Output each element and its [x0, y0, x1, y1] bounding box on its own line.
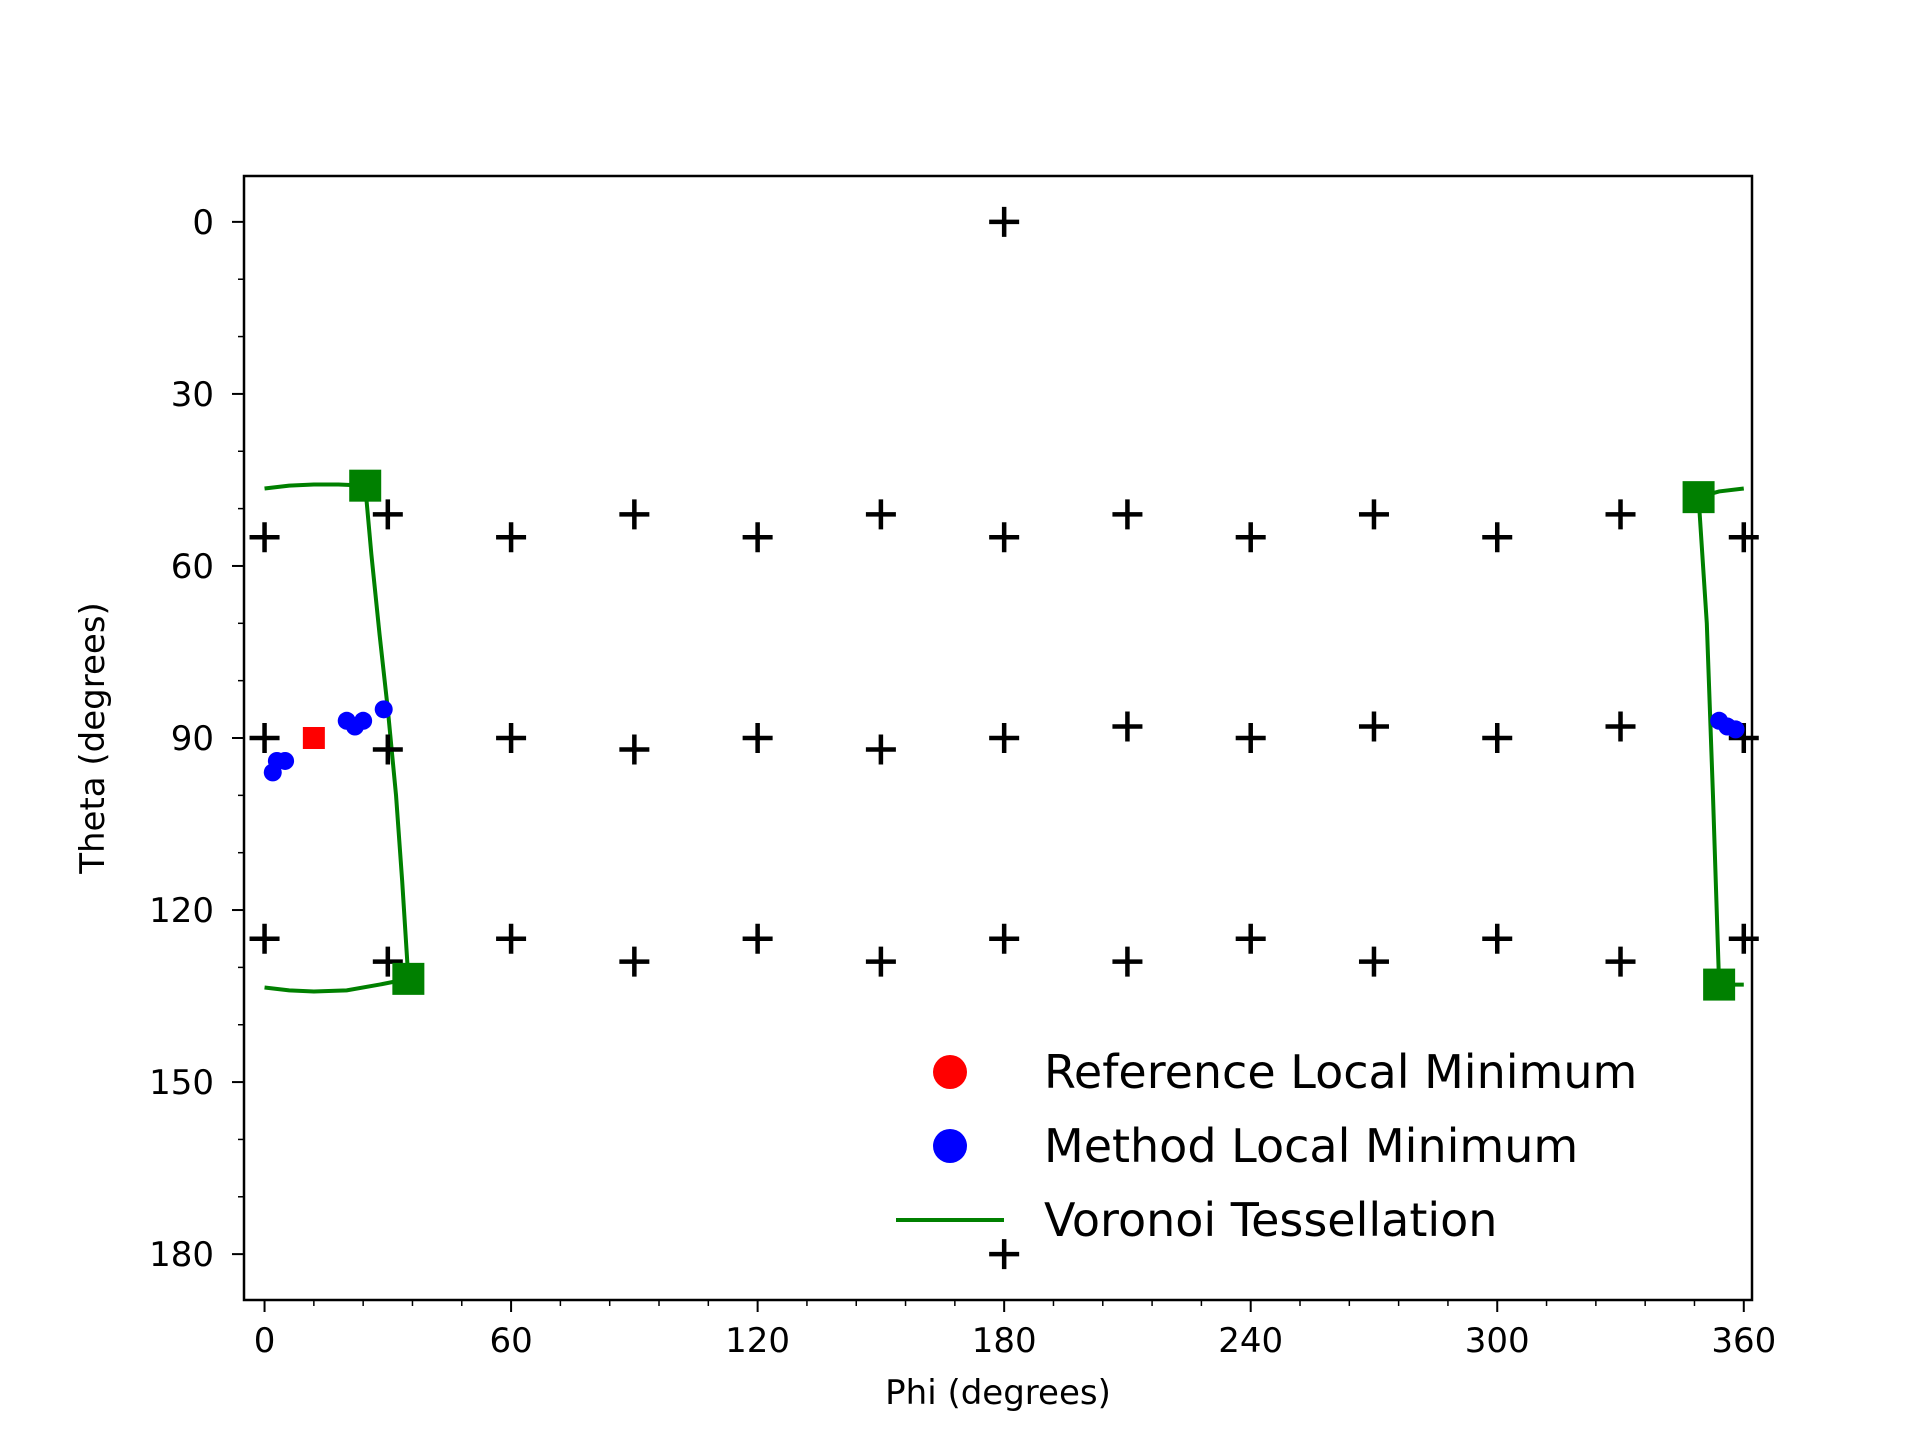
- grid-point-marker: [619, 734, 650, 765]
- x-axis: 0 60 120 180 240 300 360: [254, 1300, 1776, 1361]
- grid-point-marker: [1235, 522, 1266, 553]
- voronoi-vertex-marker: [349, 469, 382, 502]
- grid-point-marker: [989, 1239, 1020, 1270]
- x-tick-label: 60: [489, 1321, 532, 1361]
- legend-marker: [933, 1129, 967, 1163]
- y-tick-label: 120: [149, 891, 214, 931]
- voronoi-vertex-marker: [392, 962, 425, 995]
- grid-point-marker: [1358, 946, 1389, 977]
- grid-point-marker: [1235, 723, 1266, 753]
- grid-point-marker: [1112, 499, 1143, 530]
- legend-label: Method Local Minimum: [1044, 1119, 1578, 1173]
- grid-point-marker: [1112, 711, 1143, 742]
- method-minimum-point: [354, 711, 373, 730]
- grid-point-marker: [249, 723, 280, 753]
- grid-point-marker: [865, 946, 896, 977]
- legend-marker: [933, 1055, 967, 1089]
- grid-point-marker: [742, 923, 773, 954]
- y-tick-label: 90: [171, 719, 214, 759]
- voronoi-line: [264, 482, 366, 491]
- y-tick-label: 30: [171, 375, 214, 415]
- method-minimum-point: [276, 751, 295, 770]
- grid-point-marker: [1482, 522, 1513, 553]
- x-tick-label: 180: [972, 1321, 1037, 1361]
- grid-point-marker: [1358, 499, 1389, 530]
- y-axis: 0 30 60 90 120 150 180: [149, 203, 244, 1275]
- voronoi-vertex-marker: [1682, 481, 1715, 514]
- plot-area: [249, 206, 1759, 1270]
- x-tick-label: 300: [1465, 1321, 1530, 1361]
- grid-point-marker: [1112, 946, 1143, 977]
- y-tick-label: 180: [149, 1235, 214, 1275]
- method-minimum-point: [374, 700, 393, 719]
- x-axis-label: Phi (degrees): [885, 1373, 1111, 1413]
- grid-point-marker: [496, 723, 527, 753]
- grid-point-marker: [619, 499, 650, 530]
- grid-point-marker: [989, 522, 1020, 553]
- voronoi-line: [1696, 497, 1722, 985]
- grid-point-marker: [742, 522, 773, 553]
- grid-point-marker: [619, 946, 650, 977]
- legend: Reference Local Minimum Method Local Mini…: [896, 1045, 1637, 1247]
- plot-frame: [242, 174, 1754, 1302]
- grid-point-marker: [496, 923, 527, 954]
- voronoi-vertex-marker: [1703, 968, 1736, 1001]
- x-tick-label: 360: [1711, 1321, 1776, 1361]
- x-tick-label: 120: [725, 1321, 790, 1361]
- y-tick-label: 0: [192, 203, 214, 243]
- grid-point-marker: [249, 522, 280, 553]
- method-minimum-point: [1726, 720, 1745, 739]
- grid-point-marker: [865, 734, 896, 765]
- voronoi-line: [264, 976, 409, 994]
- legend-label: Voronoi Tessellation: [1044, 1193, 1497, 1247]
- grid-point-marker: [742, 723, 773, 753]
- grid-point-marker: [249, 923, 280, 954]
- grid-point-marker: [1728, 923, 1759, 954]
- y-tick-label: 60: [171, 547, 214, 587]
- grid-point-marker: [989, 923, 1020, 954]
- y-axis-label: Theta (degrees): [73, 602, 113, 875]
- grid-point-marker: [989, 206, 1020, 237]
- grid-point-marker: [372, 499, 403, 530]
- grid-point-marker: [496, 522, 527, 553]
- reference-minimum-point: [302, 727, 325, 749]
- grid-point-marker: [1482, 923, 1513, 954]
- grid-point-marker: [1358, 711, 1389, 742]
- x-tick-label: 240: [1218, 1321, 1283, 1361]
- grid-point-marker: [1482, 723, 1513, 753]
- grid-point-marker: [1605, 711, 1636, 742]
- y-tick-label: 150: [149, 1063, 214, 1103]
- grid-point-marker: [1235, 923, 1266, 954]
- grid-point-marker: [372, 734, 403, 765]
- grid-point-marker: [989, 723, 1020, 753]
- legend-label: Reference Local Minimum: [1044, 1045, 1637, 1099]
- grid-point-marker: [1605, 499, 1636, 530]
- grid-point-marker: [372, 946, 403, 977]
- x-tick-label: 0: [254, 1321, 276, 1361]
- grid-point-marker: [1728, 522, 1759, 553]
- grid-point-marker: [865, 499, 896, 530]
- grid-point-marker: [1605, 946, 1636, 977]
